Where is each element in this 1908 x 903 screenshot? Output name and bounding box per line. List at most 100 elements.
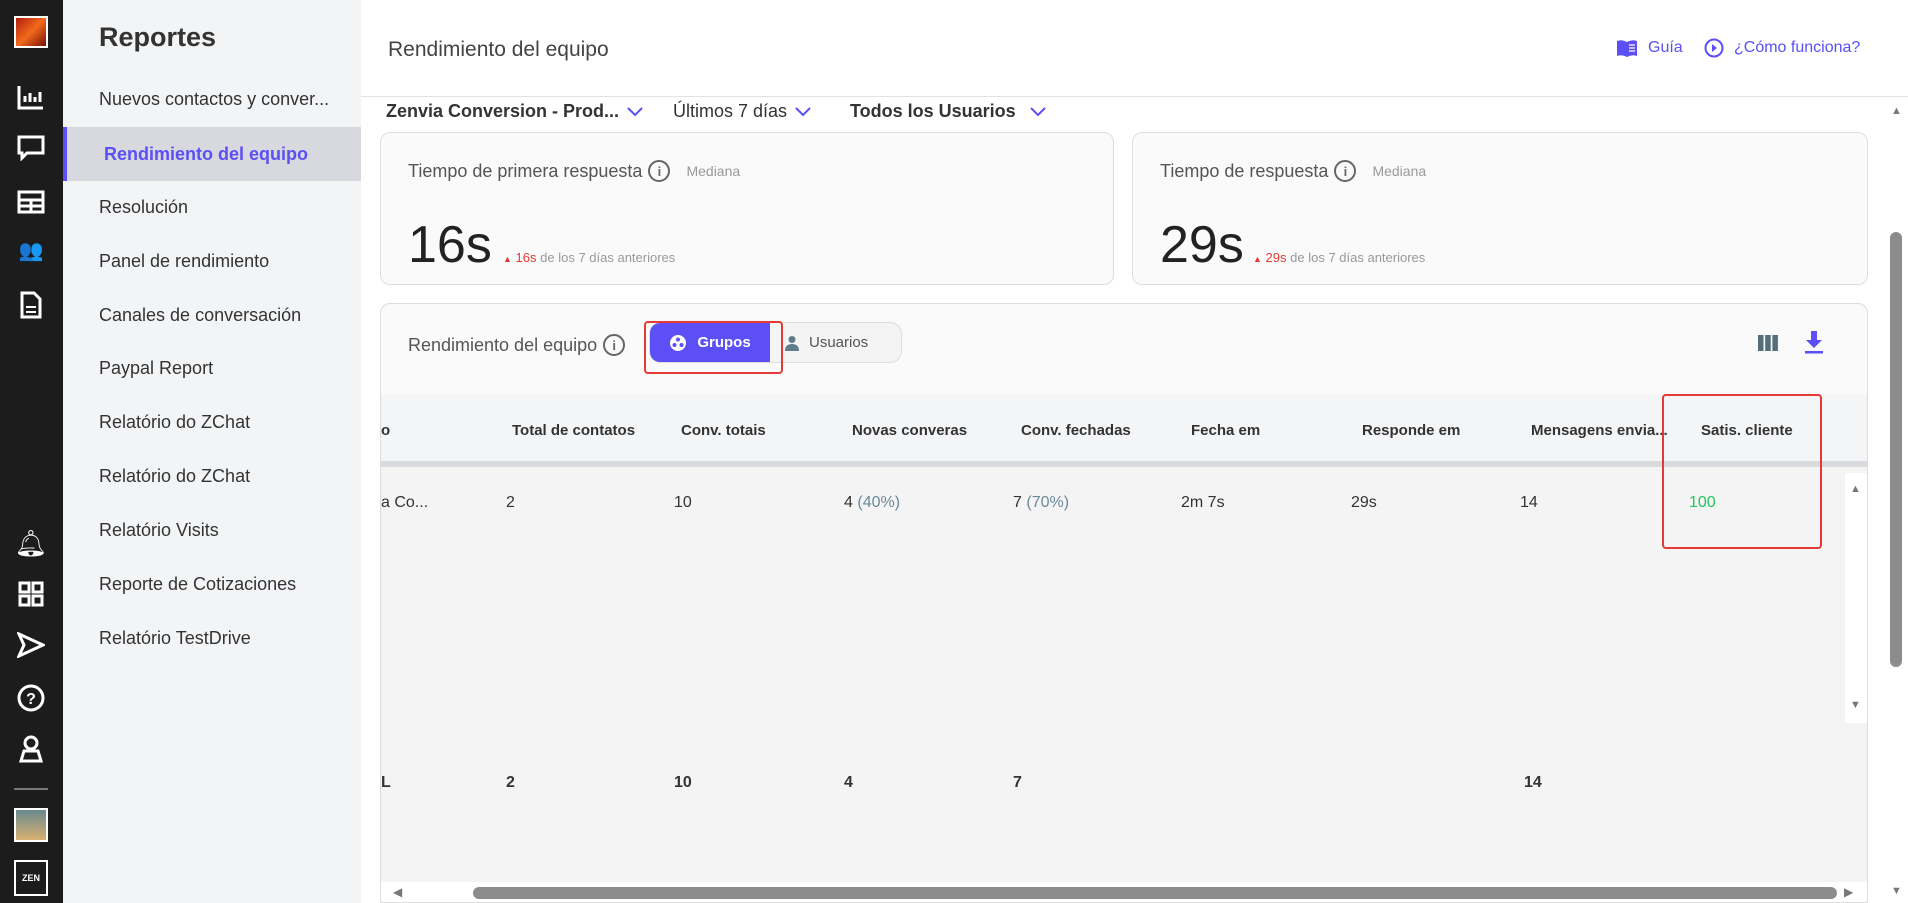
cell: 29s <box>1351 494 1377 511</box>
scrollbar-thumb[interactable] <box>473 887 1837 899</box>
users-icon[interactable]: 👥 <box>18 239 44 262</box>
groups-tab[interactable]: Grupos <box>650 323 770 362</box>
cell-percent: (70%) <box>1026 494 1070 511</box>
zenvia-logo: ZEN <box>14 860 48 896</box>
cell-group[interactable]: a Co... <box>381 494 429 511</box>
card-title: Tiempo de primera respuesta <box>408 160 643 181</box>
download-icon[interactable] <box>1804 330 1824 354</box>
response-time-card: Tiempo de respuesta i Mediana 29s ▲ 29s de… <box>1132 132 1868 285</box>
card-delta: 16s <box>515 250 537 265</box>
avatar[interactable] <box>14 808 48 842</box>
columns-icon[interactable] <box>1758 334 1778 352</box>
card-delta-text: de los 7 días anteriores <box>540 250 676 265</box>
chevron-down-icon <box>627 106 643 116</box>
info-icon[interactable]: i <box>1334 160 1357 182</box>
period-filter-label: Últimos 7 días <box>673 101 788 121</box>
highlight-box <box>1662 394 1822 549</box>
cell-percent: (40%) <box>857 494 901 511</box>
view-toggle: Grupos Usuarios <box>649 322 902 363</box>
column-header[interactable]: Fecha em <box>1191 422 1261 439</box>
how-label: ¿Cómo funciona? <box>1734 39 1861 56</box>
column-header[interactable]: Responde em <box>1362 422 1461 439</box>
sidebar-item[interactable]: Relatório TestDrive <box>99 628 251 648</box>
sidebar-title: Reportes <box>99 22 217 52</box>
column-header[interactable]: Satis. cliente <box>1701 422 1793 439</box>
table-icon[interactable] <box>14 187 48 217</box>
users-tab[interactable]: Usuarios <box>785 323 868 362</box>
brand-logo[interactable] <box>14 16 48 48</box>
footer-cell: 4 <box>844 774 853 791</box>
chevron-down-icon <box>1029 106 1046 116</box>
period-filter[interactable]: Últimos 7 días <box>673 101 811 122</box>
sidebar-item[interactable]: Relatório do ZChat <box>99 412 251 432</box>
book-icon <box>1617 40 1637 57</box>
sidebar-item[interactable]: Nuevos contactos y conver... <box>99 89 330 109</box>
info-icon[interactable]: i <box>648 160 671 182</box>
help-icon[interactable]: ? <box>14 683 48 713</box>
column-header[interactable]: Conv. totais <box>681 422 766 439</box>
guide-label: Guía <box>1648 39 1683 56</box>
icon-rail: 👥 🔔︎ ? ZEN <box>0 0 63 903</box>
divider <box>14 788 48 790</box>
page-scrollbar[interactable]: ▲ ▼ <box>1886 97 1908 903</box>
chat-icon[interactable] <box>14 133 48 163</box>
footer-cell: L <box>381 774 391 791</box>
sidebar-item[interactable]: Resolución <box>99 197 189 217</box>
column-header[interactable]: o <box>381 422 391 439</box>
card-subtitle: Mediana <box>1372 163 1427 179</box>
apps-grid-icon[interactable] <box>14 579 48 609</box>
bar-chart-icon[interactable] <box>14 82 48 112</box>
how-it-works-link[interactable]: ¿Cómo funciona? <box>1704 38 1860 58</box>
cell-value: 7 <box>1013 494 1022 511</box>
sidebar-item[interactable]: Relatório do ZChat <box>99 466 251 486</box>
users-filter-label: Todos los Usuarios <box>850 101 1016 121</box>
user-icon <box>785 335 799 351</box>
groups-tab-label: Grupos <box>697 334 751 351</box>
card-value: 16s <box>408 216 492 274</box>
first-response-card: Tiempo de primera respuesta i Mediana 16s … <box>380 132 1114 285</box>
sidebar-item[interactable]: Canales de conversación <box>99 305 302 325</box>
chevron-down-icon <box>795 106 811 116</box>
column-header[interactable]: Novas converas <box>852 422 968 439</box>
document-icon[interactable] <box>14 290 48 320</box>
info-icon[interactable]: i <box>603 334 626 356</box>
cell: 2 <box>506 494 515 511</box>
cell: 10 <box>674 494 692 511</box>
footer-cell: 2 <box>506 774 515 791</box>
sidebar-item[interactable]: Panel de rendimiento <box>99 251 270 271</box>
page-title: Rendimiento del equipo <box>388 38 609 61</box>
card-delta-text: de los 7 días anteriores <box>1290 250 1426 265</box>
sidebar-item-active[interactable]: Rendimiento del equipo <box>63 127 361 181</box>
page-header: Rendimiento del equipo Guía ¿Cómo funcio… <box>361 0 1908 97</box>
cell-satisfaction: 100 <box>1689 494 1716 511</box>
reports-sidebar: Reportes Nuevos contactos y conver... Re… <box>63 0 361 903</box>
up-arrow-icon: ▲ <box>1253 254 1262 264</box>
guide-link[interactable]: Guía <box>1616 38 1683 58</box>
page-scrollbar-thumb[interactable] <box>1890 232 1902 667</box>
svg-text:?: ? <box>26 691 36 708</box>
footer-cell: 10 <box>674 774 692 791</box>
card-title: Tiempo de respuesta <box>1160 160 1329 181</box>
card-delta: 29s <box>1265 250 1287 265</box>
sidebar-item[interactable]: Paypal Report <box>99 358 214 378</box>
vertical-scrollbar[interactable]: ▲ ▼ <box>1845 473 1867 723</box>
bell-icon[interactable]: 🔔︎ <box>14 527 48 558</box>
performance-table: o Total de contatos Conv. totais Novas c… <box>381 394 1867 902</box>
team-performance-panel: Rendimiento del equipo i Grupos Usuarios … <box>380 303 1868 903</box>
sidebar-item[interactable]: Relatório Visits <box>99 520 219 540</box>
card-comparison: ▲ 16s de los 7 días anteriores <box>503 250 675 265</box>
card-subtitle: Mediana <box>686 163 741 179</box>
user-icon[interactable] <box>14 734 48 764</box>
horizontal-scrollbar[interactable]: ◀ ▶ <box>381 882 1867 902</box>
column-header[interactable]: Total de contatos <box>512 422 636 439</box>
send-icon[interactable] <box>14 630 48 660</box>
up-arrow-icon: ▲ <box>503 254 512 264</box>
account-filter[interactable]: Zenvia Conversion - Prod... <box>386 101 643 122</box>
footer-cell: 7 <box>1013 774 1022 791</box>
groups-icon <box>670 334 687 351</box>
column-header[interactable]: Conv. fechadas <box>1021 422 1131 439</box>
users-filter[interactable]: Todos los Usuarios <box>850 101 1046 122</box>
sidebar-item[interactable]: Reporte de Cotizaciones <box>99 574 297 594</box>
highlight-box <box>644 321 783 374</box>
column-header[interactable]: Mensagens envia... <box>1531 422 1668 439</box>
